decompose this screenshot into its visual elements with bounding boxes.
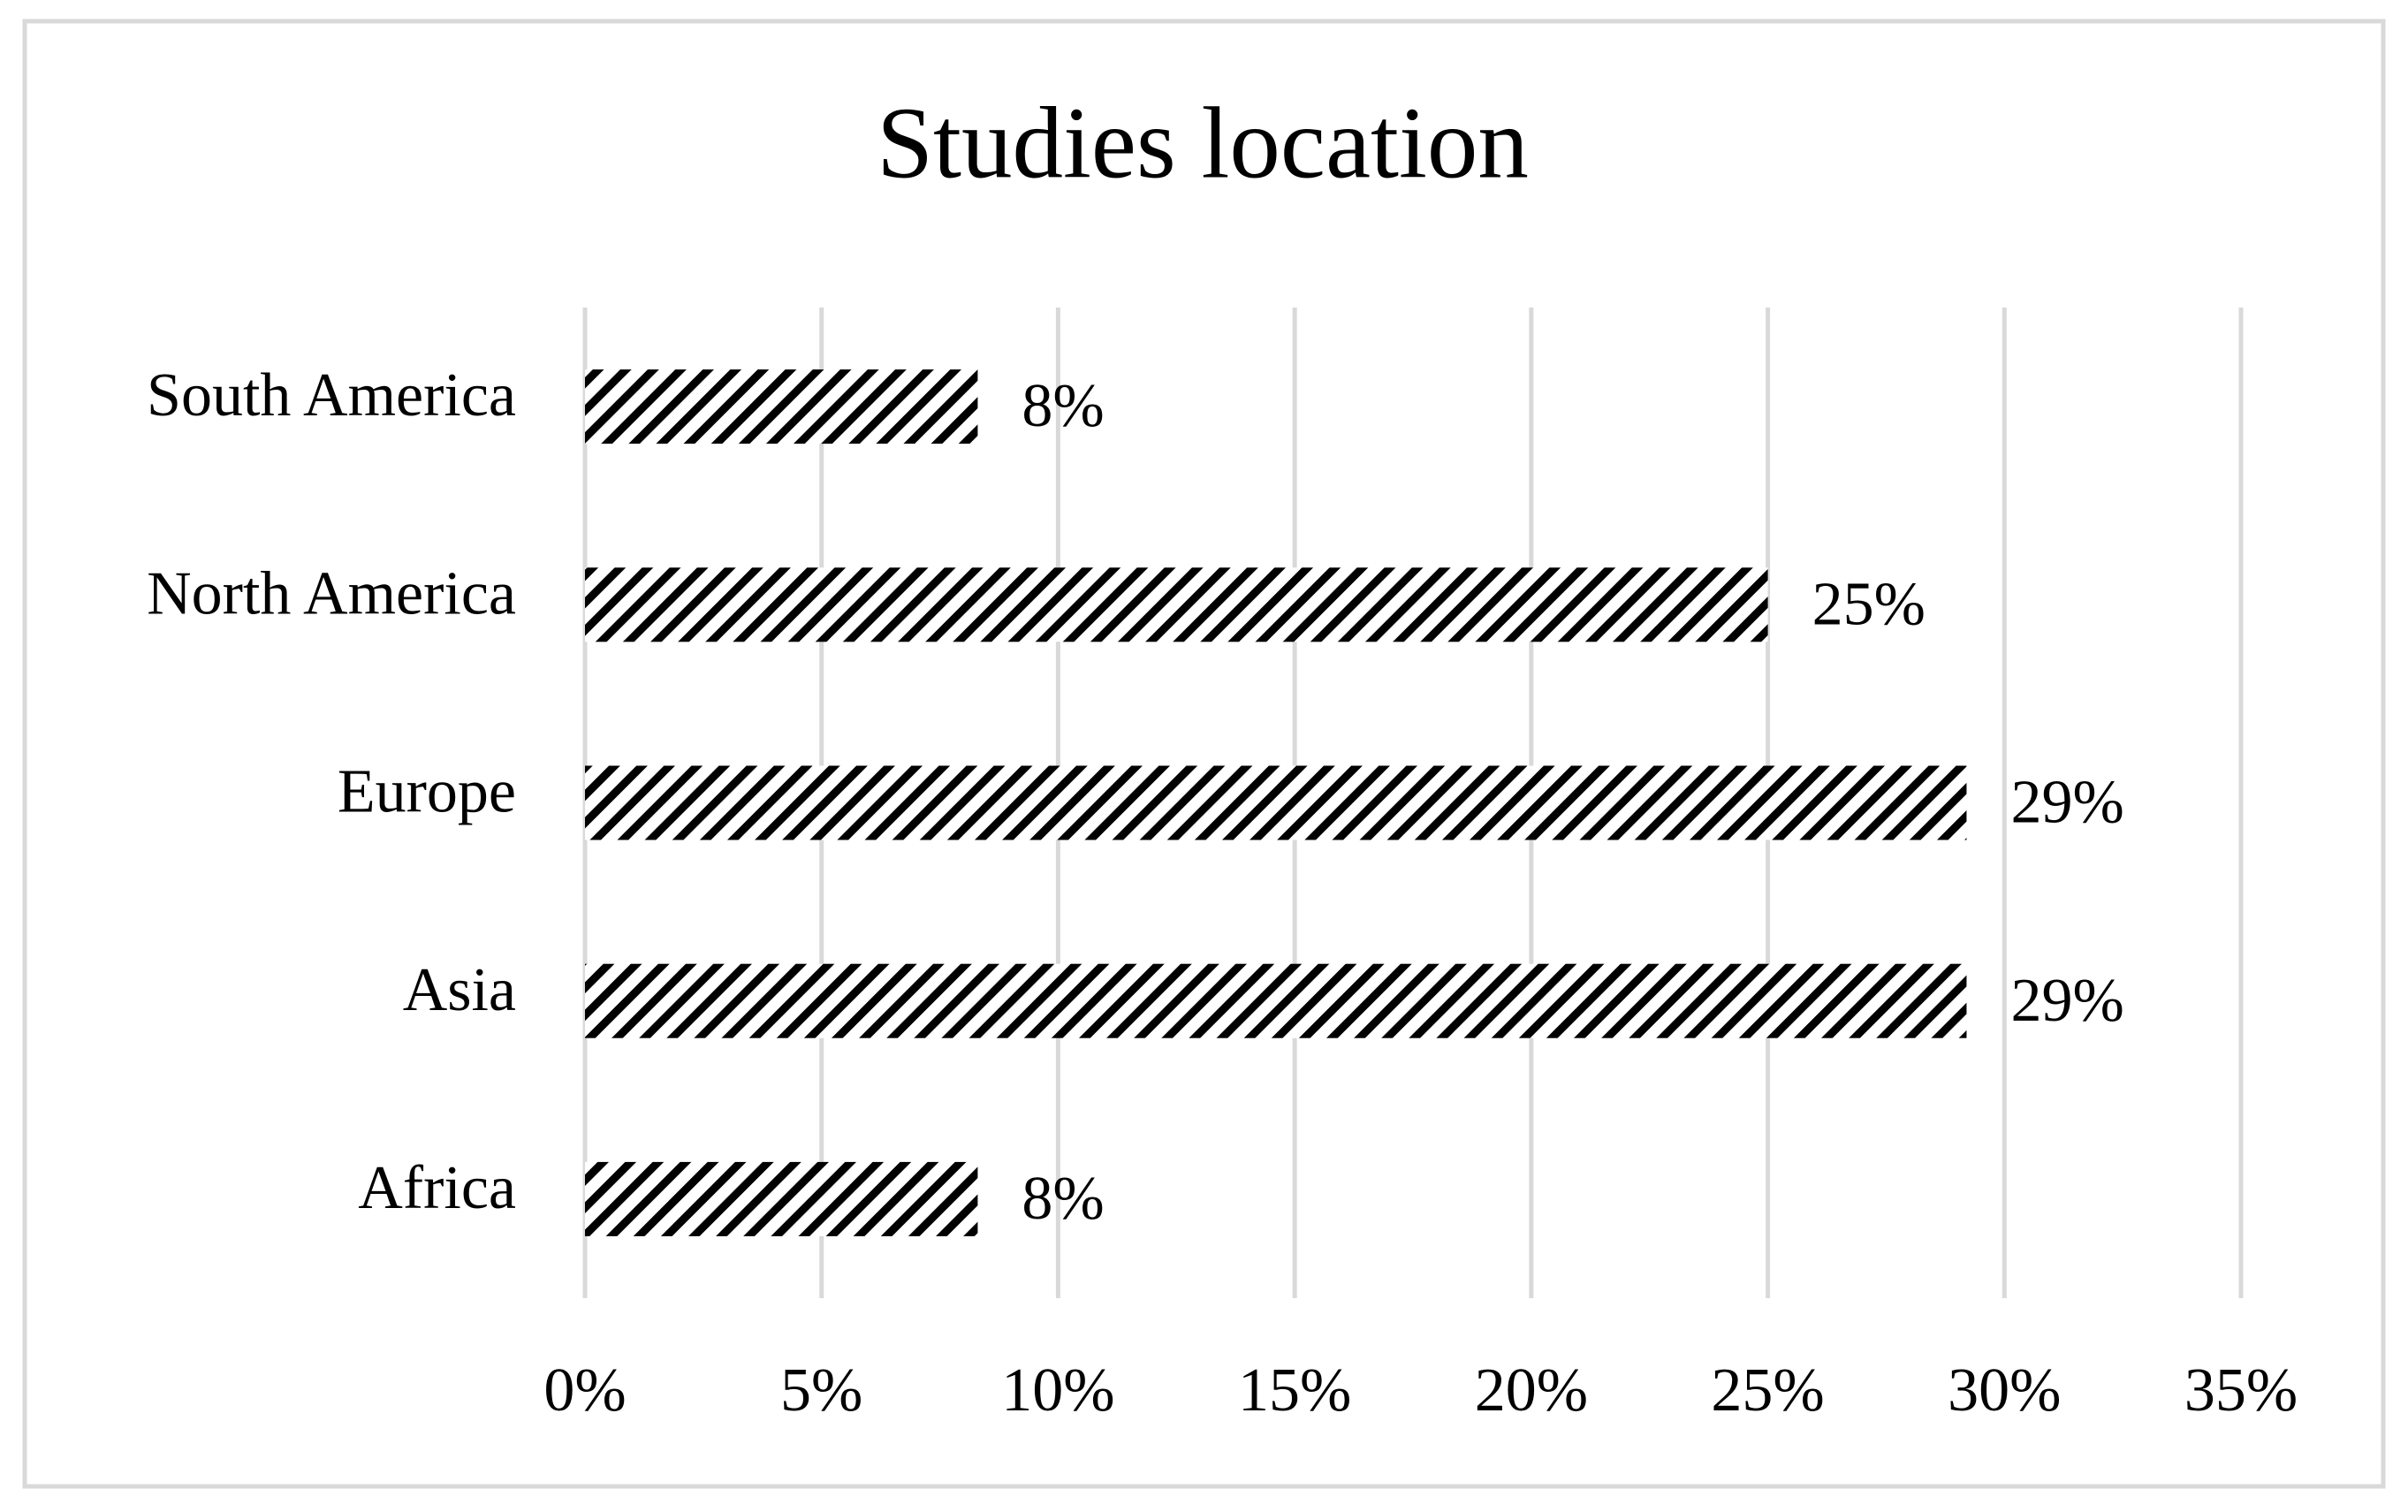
data-label: 8%: [1022, 372, 1104, 440]
bar: [585, 765, 1967, 840]
x-tick-label: 35%: [2184, 1356, 2298, 1425]
data-label: 29%: [2010, 769, 2123, 837]
x-tick-label: 20%: [1475, 1356, 1588, 1425]
bar: [585, 369, 978, 444]
y-tick-label: Europe: [338, 758, 516, 826]
bar: [585, 963, 1967, 1038]
data-label: 29%: [2010, 967, 2123, 1035]
x-tick-label: 0%: [543, 1356, 626, 1425]
x-tick-label: 10%: [1001, 1356, 1114, 1425]
chart-title: Studies location: [877, 87, 1529, 199]
plot-area: 0% 5% 10% 15% 20% 25% 30% 35% Africa 8% Asia 29% Eur…: [147, 308, 2298, 1425]
x-tick-label: 25%: [1711, 1356, 1824, 1425]
chart-frame: [22, 19, 2386, 1489]
y-tick-label: South America: [147, 361, 516, 429]
data-label: 25%: [1812, 570, 1926, 638]
data-label: 8%: [1022, 1165, 1104, 1233]
y-tick-label: Africa: [358, 1154, 516, 1222]
y-tick-label: North America: [147, 559, 516, 627]
x-tick-label: 30%: [1948, 1356, 2061, 1425]
bar: [585, 567, 1768, 642]
y-tick-label: Asia: [403, 956, 516, 1024]
x-tick-label: 5%: [780, 1356, 862, 1425]
bar: [585, 1161, 978, 1236]
x-tick-label: 15%: [1238, 1356, 1351, 1425]
